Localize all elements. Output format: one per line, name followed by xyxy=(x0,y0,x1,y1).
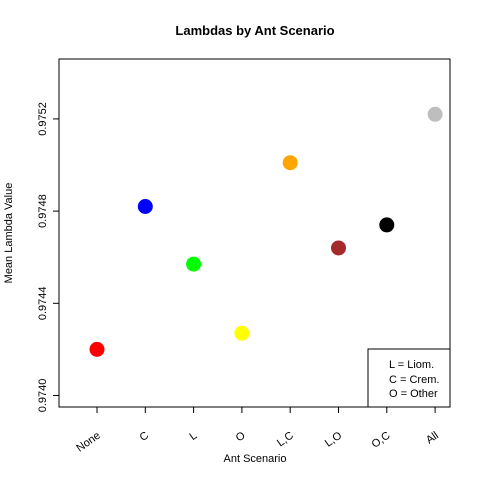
legend: L = Liom. C = Crem. O = Other xyxy=(367,348,451,408)
x-tick-label: L xyxy=(187,430,199,443)
x-tick-label: L,O xyxy=(323,429,345,449)
x-tick-label: O xyxy=(234,429,248,444)
y-axis-label: Mean Lambda Value xyxy=(3,183,15,284)
data-point xyxy=(379,217,395,233)
y-tick-label: 0.9744 xyxy=(37,286,49,320)
x-tick-label: All xyxy=(424,430,441,447)
legend-box xyxy=(367,348,451,408)
x-tick-label: C xyxy=(138,430,151,444)
x-axis: None C L O L,C L,O O,C All xyxy=(74,407,441,455)
y-tick-label: 0.9752 xyxy=(37,102,49,136)
data-point xyxy=(331,240,346,256)
data-point xyxy=(282,155,298,171)
legend-entry-crem: C = Crem. xyxy=(389,374,439,386)
chart-title: Lambdas by Ant Scenario xyxy=(175,23,334,38)
x-tick-label: O,C xyxy=(370,430,393,451)
legend-entry-liom: L = Liom. xyxy=(389,359,434,371)
y-tick-label: 0.9748 xyxy=(37,194,49,228)
y-tick-label: 0.9740 xyxy=(37,379,49,413)
data-points xyxy=(89,106,443,357)
y-axis: 0.9740 0.9744 0.9748 0.9752 xyxy=(37,102,59,412)
x-tick-label: L,C xyxy=(275,430,296,450)
data-point xyxy=(137,198,153,214)
data-point xyxy=(234,325,250,341)
data-point xyxy=(427,106,443,122)
data-point xyxy=(89,341,105,357)
plot-frame xyxy=(58,58,451,408)
legend-entry-other: O = Other xyxy=(389,388,438,400)
x-tick-label: None xyxy=(74,430,102,455)
x-axis-label: Ant Scenario xyxy=(224,453,287,465)
data-point xyxy=(186,256,202,272)
